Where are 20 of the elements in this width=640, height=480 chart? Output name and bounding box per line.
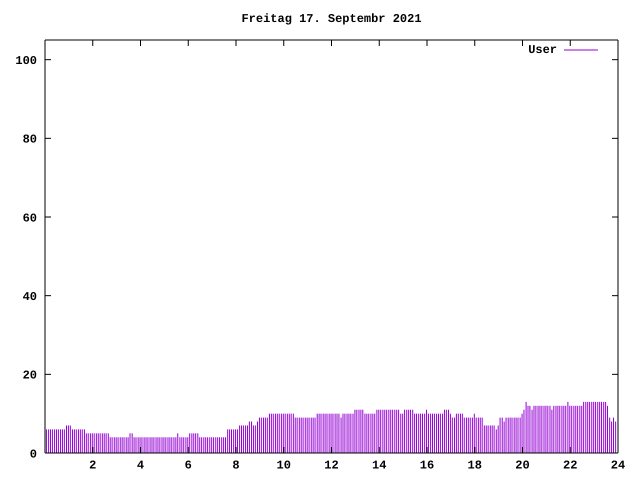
y-tick-label: 100	[15, 54, 37, 68]
x-tick-label: 4	[136, 458, 144, 473]
y-tick-label: 60	[22, 211, 37, 226]
x-tick-label: 24	[610, 458, 626, 473]
x-tick-label: 22	[563, 458, 578, 473]
y-tick-label: 20	[22, 368, 37, 383]
y-tick-label: 0	[30, 447, 37, 462]
x-tick-label: 18	[468, 458, 482, 473]
x-tick-label: 20	[515, 458, 530, 473]
y-tick-label: 40	[22, 290, 37, 304]
x-tick-label: 10	[276, 458, 291, 473]
x-tick-label: 14	[372, 458, 386, 473]
x-tick-label: 6	[184, 458, 192, 473]
x-tick-label: 16	[420, 458, 434, 473]
x-tick-label: 8	[232, 458, 240, 473]
x-tick-label: 2	[89, 458, 96, 473]
text: User	[528, 43, 557, 57]
x-tick-label: 12	[324, 458, 339, 473]
chart-title: Freitag 17. Septembr 2021	[240, 12, 423, 26]
y-tick-label: 80	[22, 132, 37, 147]
